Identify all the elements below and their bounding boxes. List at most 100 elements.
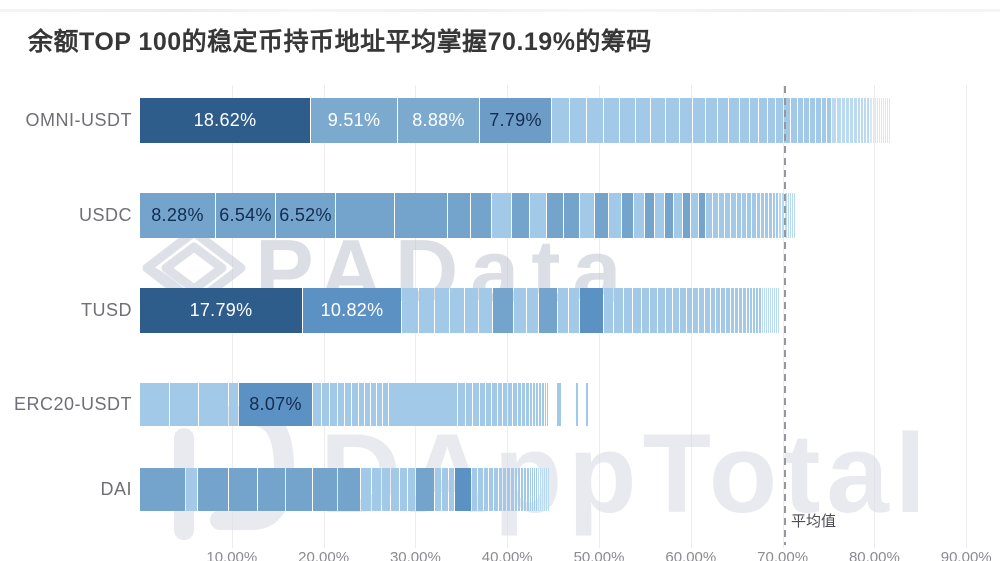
bar-segment bbox=[683, 193, 690, 238]
bar-segment bbox=[530, 193, 546, 238]
bar-segment bbox=[645, 193, 654, 238]
bar-segment bbox=[881, 98, 882, 143]
bar-segment bbox=[729, 98, 739, 143]
bar-segment bbox=[492, 383, 497, 426]
bar-segment bbox=[345, 383, 351, 426]
bar-segment bbox=[538, 468, 539, 511]
bar-segment bbox=[507, 468, 510, 511]
bar-segment bbox=[524, 468, 526, 511]
x-tick-label: 10.00% bbox=[206, 549, 258, 561]
bar-segment bbox=[693, 98, 705, 143]
bar-segment bbox=[759, 288, 761, 333]
bar-segment bbox=[579, 383, 585, 426]
bar-segment bbox=[757, 193, 760, 238]
gridline bbox=[874, 85, 876, 548]
gridline bbox=[966, 85, 968, 548]
x-tick-label: 40.00% bbox=[481, 549, 533, 561]
bar-segment bbox=[313, 383, 321, 426]
bar-segment bbox=[499, 468, 502, 511]
bar-segment bbox=[879, 98, 880, 143]
bar-segment bbox=[449, 468, 454, 511]
bar-segment bbox=[533, 383, 535, 426]
bar-segment bbox=[547, 383, 548, 426]
bar-segment bbox=[622, 193, 633, 238]
bar-segment bbox=[887, 98, 888, 143]
x-tick-label: 80.00% bbox=[848, 549, 900, 561]
bar-segment bbox=[198, 468, 228, 511]
x-tick-label: 70.00% bbox=[757, 549, 809, 561]
bar-segment bbox=[705, 288, 710, 333]
bar-segment bbox=[634, 193, 644, 238]
bar-segment bbox=[846, 98, 849, 143]
bar-segment bbox=[478, 468, 483, 511]
bar-segment bbox=[530, 383, 532, 426]
bar-segment bbox=[552, 98, 569, 143]
bar-segment bbox=[650, 288, 657, 333]
bar-segment bbox=[492, 193, 511, 238]
row-label: OMNI-USDT bbox=[25, 110, 132, 130]
bar-segment bbox=[536, 468, 537, 511]
bar-segment bbox=[508, 383, 512, 426]
bar-segment bbox=[557, 383, 561, 426]
bar-segment bbox=[534, 468, 535, 511]
bar-segment bbox=[503, 468, 506, 511]
bar-segment bbox=[489, 468, 493, 511]
bar-segment bbox=[837, 98, 841, 143]
bar-segment bbox=[539, 383, 541, 426]
bar-segment bbox=[536, 383, 538, 426]
bar-segment bbox=[658, 288, 665, 333]
bar-segment bbox=[816, 98, 821, 143]
segment-label: 7.79% bbox=[489, 110, 542, 130]
bar-segment bbox=[527, 288, 538, 333]
x-tick-label: 90.00% bbox=[940, 549, 992, 561]
bar-segment bbox=[338, 468, 360, 511]
bar-segment bbox=[458, 383, 465, 426]
row-label: USDC bbox=[78, 205, 132, 225]
bar-segment bbox=[731, 193, 736, 238]
bar-segment: 8.88% bbox=[398, 98, 479, 143]
bar-segment bbox=[750, 98, 758, 143]
bar-segment bbox=[633, 288, 641, 333]
bar-segment bbox=[140, 468, 185, 511]
segment-label: 8.88% bbox=[412, 110, 465, 130]
bar-track: 17.79% 10.82% bbox=[140, 288, 780, 333]
bar-segment bbox=[790, 193, 791, 238]
row-label: DAI bbox=[100, 479, 132, 499]
bar-segment bbox=[740, 98, 749, 143]
bar-segment: 10.82% bbox=[303, 288, 401, 333]
bar-segment bbox=[377, 383, 382, 426]
bar-segment bbox=[521, 468, 523, 511]
bar-segment bbox=[889, 98, 890, 143]
bar-segment bbox=[545, 383, 546, 426]
bar-segment bbox=[726, 288, 730, 333]
bar-segment: 8.28% bbox=[140, 193, 215, 238]
bar-segment bbox=[527, 468, 529, 511]
bar-segment bbox=[530, 468, 531, 511]
bar-segment bbox=[493, 288, 513, 333]
bar-segment bbox=[494, 468, 498, 511]
bar-segment bbox=[774, 288, 775, 333]
bar-segment bbox=[870, 98, 872, 143]
bar-segment bbox=[371, 383, 376, 426]
bar-segment bbox=[706, 193, 712, 238]
bar-segment bbox=[518, 383, 521, 426]
bar-segment bbox=[564, 193, 579, 238]
bar-segment bbox=[713, 193, 718, 238]
bar-segment bbox=[540, 468, 541, 511]
bar-segment bbox=[186, 468, 197, 511]
bar-segment bbox=[544, 468, 545, 511]
bar-segment bbox=[792, 193, 793, 238]
bar-segment bbox=[779, 193, 781, 238]
bar-segment bbox=[330, 383, 337, 426]
bar-segment bbox=[885, 98, 886, 143]
bar-segment bbox=[798, 98, 803, 143]
bar-segment bbox=[359, 383, 364, 426]
bar-segment bbox=[382, 468, 390, 511]
bar-segment bbox=[788, 193, 789, 238]
bar-segment bbox=[416, 468, 434, 511]
bar-segment bbox=[742, 193, 746, 238]
bar-segment bbox=[747, 288, 749, 333]
bar-segment bbox=[604, 288, 613, 333]
bar-segment bbox=[515, 468, 517, 511]
bar-segment bbox=[764, 288, 765, 333]
